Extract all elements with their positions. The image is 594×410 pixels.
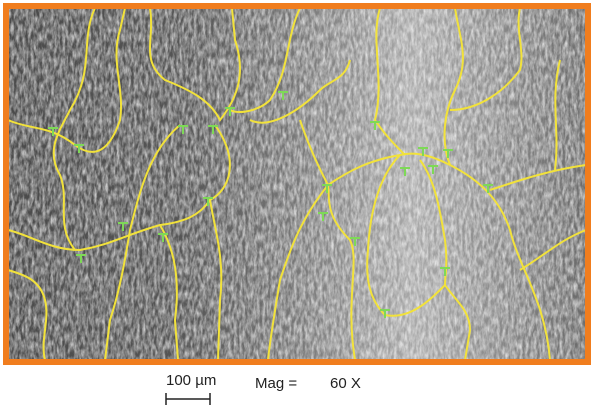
magnification-label: Mag = [255,375,297,392]
page: 100 µm Mag = 60 X [0,0,594,410]
magnification-value: 60 X [330,375,361,392]
scale-bar: 100 µm [166,372,216,405]
micrograph [8,8,586,360]
micrograph-figure: 100 µm Mag = 60 X [0,0,594,410]
scale-bar-label: 100 µm [166,372,216,389]
